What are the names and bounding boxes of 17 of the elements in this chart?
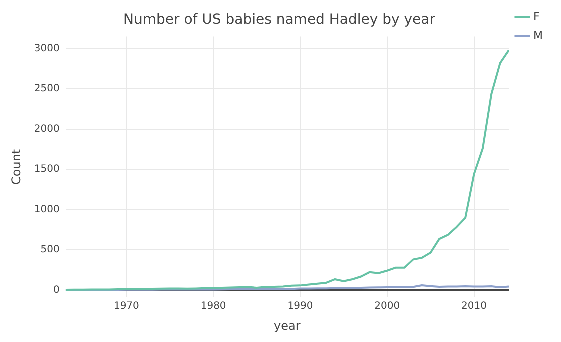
y-tick-label: 1000 xyxy=(34,204,60,216)
x-tick-label: 1990 xyxy=(288,301,314,312)
x-tick-label: 1980 xyxy=(200,301,226,312)
y-tick-label: 3000 xyxy=(34,43,60,54)
legend-label: M xyxy=(534,29,544,42)
y-tick-label: 2500 xyxy=(34,84,60,95)
y-tick-label: 500 xyxy=(40,244,60,256)
x-tick-label: 1970 xyxy=(114,301,140,312)
x-tick-label: 2000 xyxy=(374,301,400,312)
y-tick-label: 2000 xyxy=(34,124,60,135)
y-axis-title: Count xyxy=(9,149,24,186)
y-tick-label: 1500 xyxy=(34,164,60,176)
x-axis-title: year xyxy=(274,318,301,333)
y-tick-label: 0 xyxy=(53,284,60,296)
legend-label: F xyxy=(534,10,540,24)
chart-title: Number of US babies named Hadley by year xyxy=(124,12,436,28)
x-tick-label: 2010 xyxy=(462,301,487,312)
